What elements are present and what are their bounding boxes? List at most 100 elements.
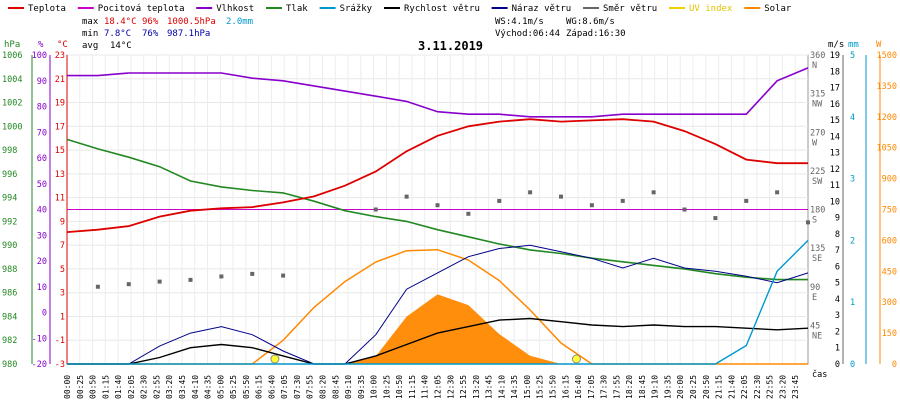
pressure-tick-label: 988 — [2, 265, 17, 275]
time-tick-label: 08:45 — [331, 375, 340, 399]
pressure-tick-label: 986 — [2, 289, 17, 299]
temperature-tick-label: 15 — [55, 146, 65, 156]
direction-tick-label: 45 — [810, 321, 820, 331]
time-tick-label: 04:10 — [191, 375, 200, 399]
time-tick-label: 22:30 — [753, 375, 762, 399]
time-tick-label: 14:10 — [497, 375, 506, 399]
wind-direction-point — [281, 273, 286, 278]
wind-direction-point — [95, 284, 100, 289]
pressure-tick-label: 994 — [2, 194, 17, 204]
stats-max-pres: 1000.5hPa — [167, 17, 216, 27]
info-sunset: Západ:16:30 — [566, 29, 626, 39]
stats-max-hum: 96% — [142, 17, 159, 27]
humidity-tick-label: 0 — [42, 309, 47, 319]
solar-axis-unit: W — [876, 40, 882, 50]
pressure-tick-label: 1002 — [2, 99, 22, 109]
direction-tick-label: N — [812, 61, 817, 71]
axes: hPa% °C9809829849869889909929949969981000… — [2, 40, 897, 399]
time-tick-label: 10:00 — [370, 375, 379, 399]
temperature-line — [66, 118, 808, 233]
pressure-tick-label: 980 — [2, 360, 17, 370]
wind-tick-label: 5 — [835, 279, 840, 289]
time-tick-label: 18:45 — [638, 375, 647, 399]
solar-tick-label: 0 — [892, 360, 897, 370]
pressure-tick-label: 982 — [2, 336, 17, 346]
pressure-tick-label: 1004 — [2, 75, 22, 85]
temperature-axis-unit: °C — [57, 40, 68, 50]
time-tick-label: 13:20 — [472, 375, 481, 399]
pressure-tick-label: 998 — [2, 146, 17, 156]
solar-tick-label: 1050 — [877, 144, 897, 154]
wind-direction-point — [126, 282, 131, 287]
direction-tick-label: E — [812, 293, 817, 303]
direction-tick-label: 135 — [810, 244, 825, 254]
wind-tick-label: 19 — [830, 51, 840, 61]
wind-tick-label: 6 — [835, 262, 840, 272]
direction-tick-label: 90 — [810, 283, 820, 293]
rain-tick-label: 5 — [850, 51, 855, 61]
time-tick-label: 08:20 — [319, 375, 328, 399]
wind-direction-point — [651, 190, 656, 195]
time-tick-label: 05:00 — [216, 375, 225, 399]
time-tick-label: 23:20 — [778, 375, 787, 399]
wind-direction-point — [682, 207, 687, 212]
info-box: WS:4.1m/s WG:8.6m/s Východ:06:44 Západ:1… — [495, 17, 626, 39]
rain-tick-label: 4 — [850, 113, 855, 123]
wind-tick-label: 8 — [835, 230, 840, 240]
temperature-tick-label: 5 — [60, 265, 65, 275]
time-tick-label: 12:55 — [459, 375, 468, 399]
time-tick-label: 15:25 — [536, 375, 545, 399]
humidity-tick-label: 80 — [37, 103, 47, 113]
time-tick-label: 05:50 — [242, 375, 251, 399]
wind-tick-label: 1 — [835, 344, 840, 354]
time-tick-label: 20:25 — [689, 375, 698, 399]
time-tick-label: 07:55 — [306, 375, 315, 399]
time-tick-label: 17:05 — [587, 375, 596, 399]
pressure-tick-label: 992 — [2, 217, 17, 227]
direction-tick-label: S — [812, 216, 817, 226]
wind-tick-label: 13 — [830, 149, 840, 159]
time-tick-label: 15:50 — [548, 375, 557, 399]
legend-label-rain: Srážky — [340, 4, 373, 14]
temperature-tick-label: -3 — [55, 360, 65, 370]
humidity-tick-label: 30 — [37, 231, 47, 241]
direction-tick-label: SE — [812, 254, 822, 264]
wind-direction-point — [620, 198, 625, 203]
stats-rain-total: 2.0mm — [226, 17, 253, 27]
wind-tick-label: 2 — [835, 327, 840, 337]
info-ws: WS:4.1m/s — [495, 17, 544, 27]
wind-direction-point — [404, 194, 409, 199]
wind-direction-point — [435, 203, 440, 208]
solar-tick-label: 1200 — [877, 113, 897, 123]
temperature-tick-label: 3 — [60, 289, 65, 299]
time-tick-label: 10:50 — [395, 375, 404, 399]
wind-direction-point — [497, 198, 502, 203]
pressure-tick-label: 1000 — [2, 122, 22, 132]
solar-tick-label: 1350 — [877, 82, 897, 92]
time-tick-label: 00:00 — [63, 375, 72, 399]
time-tick-label: 22:55 — [766, 375, 775, 399]
temperature-tick-label: 17 — [55, 122, 65, 132]
time-tick-label: 00:50 — [89, 375, 98, 399]
time-tick-label: 22:05 — [740, 375, 749, 399]
time-tick-label: 18:20 — [625, 375, 634, 399]
humidity-tick-label: 50 — [37, 180, 47, 190]
time-tick-label: 03:45 — [178, 375, 187, 399]
time-tick-label: 12:30 — [446, 375, 455, 399]
solar-tick-label: 150 — [882, 329, 897, 339]
wind-direction-point — [466, 211, 471, 216]
solar-tick-label: 900 — [882, 175, 897, 185]
sun-event-marker — [270, 354, 280, 364]
rain-tick-label: 0 — [850, 360, 855, 370]
direction-tick-label: NW — [812, 100, 823, 110]
time-tick-label: 07:05 — [280, 375, 289, 399]
humidity-tick-label: 90 — [37, 77, 47, 87]
stats-min-hum: 76% — [142, 29, 159, 39]
time-tick-label: 20:50 — [702, 375, 711, 399]
temperature-tick-label: -1 — [55, 336, 65, 346]
stats-min-temp: 7.8°C — [104, 29, 131, 39]
time-tick-label: 01:40 — [114, 375, 123, 399]
legend-label-dir: Směr větru — [603, 4, 657, 14]
